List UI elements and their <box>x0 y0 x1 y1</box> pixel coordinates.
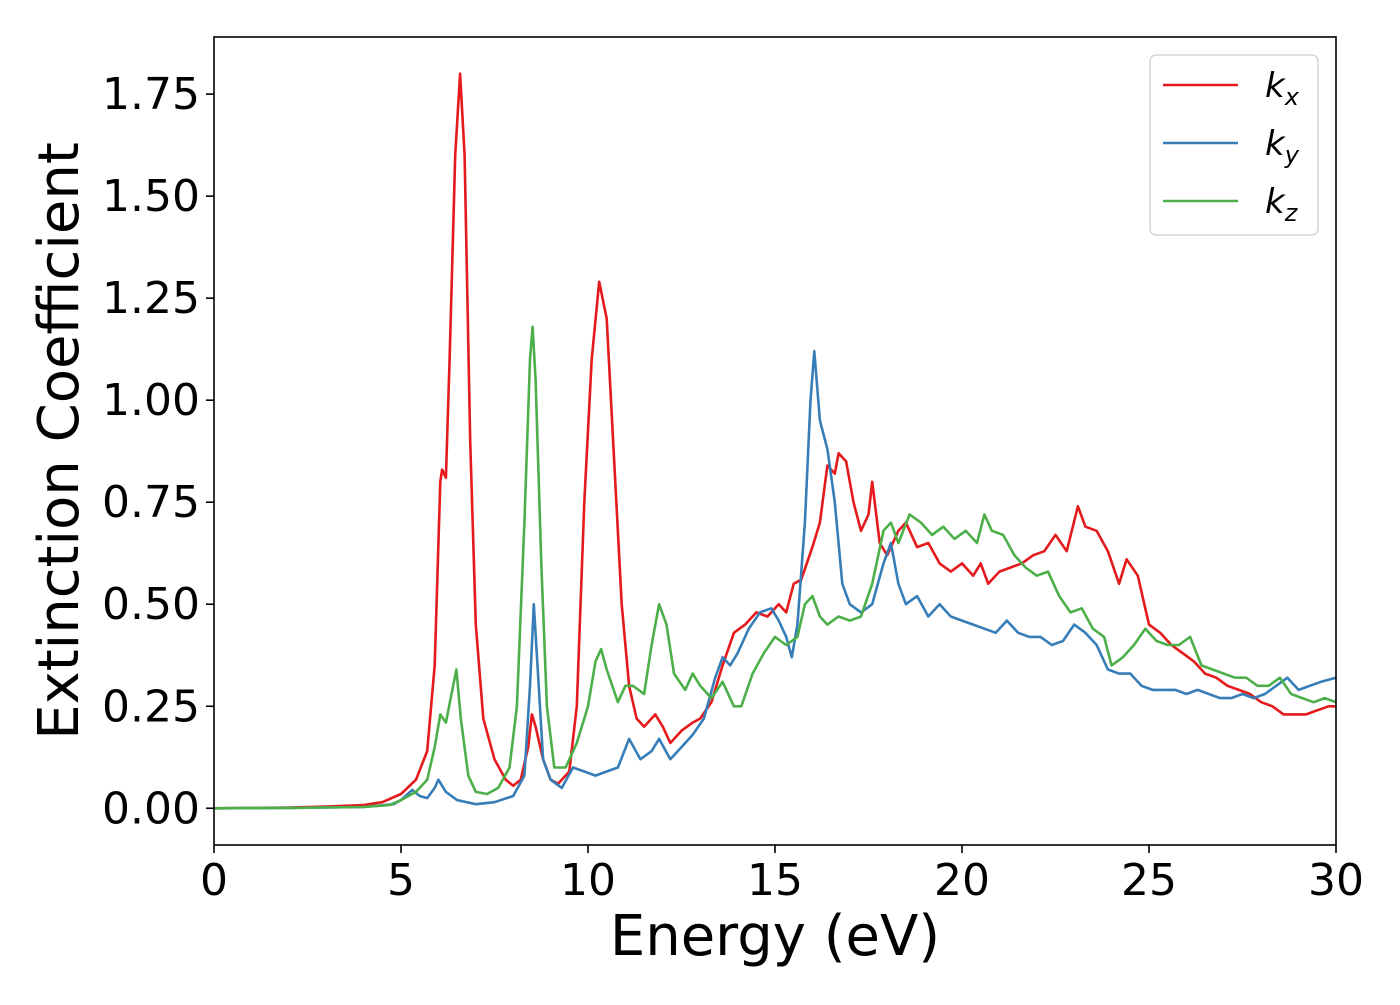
y-axis: 0.00 0.25 0.50 0.75 1.00 1.25 1.50 1.75 <box>102 69 214 834</box>
y-tick-label: 0.50 <box>102 579 200 630</box>
series-line-y <box>213 349 1337 810</box>
legend-label-x: kx <box>1265 66 1300 111</box>
x-axis: 0 5 10 15 20 25 30 <box>200 845 1364 906</box>
x-tick-label: 0 <box>200 855 228 906</box>
y-tick-label: 0.25 <box>102 681 200 732</box>
y-tick-label: 0.00 <box>102 783 200 834</box>
y-tick-label: 1.00 <box>102 375 200 426</box>
x-tick-label: 5 <box>387 855 415 906</box>
series-line-z <box>213 325 1337 810</box>
y-tick-label: 1.75 <box>102 69 200 120</box>
legend-box <box>1149 54 1319 236</box>
legend: kx ky kz <box>1149 54 1319 236</box>
x-tick-label: 25 <box>1121 855 1177 906</box>
x-tick-label: 30 <box>1308 855 1364 906</box>
x-tick-label: 20 <box>934 855 990 906</box>
series-line-x <box>213 72 1336 810</box>
series-layer <box>213 72 1337 810</box>
y-tick-label: 1.50 <box>102 171 200 222</box>
x-tick-label: 15 <box>747 855 803 906</box>
y-axis-title: Extinction Coefficient <box>27 142 92 740</box>
y-tick-label: 0.75 <box>102 477 200 528</box>
x-axis-title: Energy (eV) <box>610 904 940 969</box>
plot-area-background <box>214 37 1336 845</box>
x-tick-label: 10 <box>560 855 616 906</box>
y-tick-label: 1.25 <box>102 273 200 324</box>
legend-label-y: ky <box>1265 124 1300 169</box>
legend-label-z: kz <box>1265 182 1299 227</box>
